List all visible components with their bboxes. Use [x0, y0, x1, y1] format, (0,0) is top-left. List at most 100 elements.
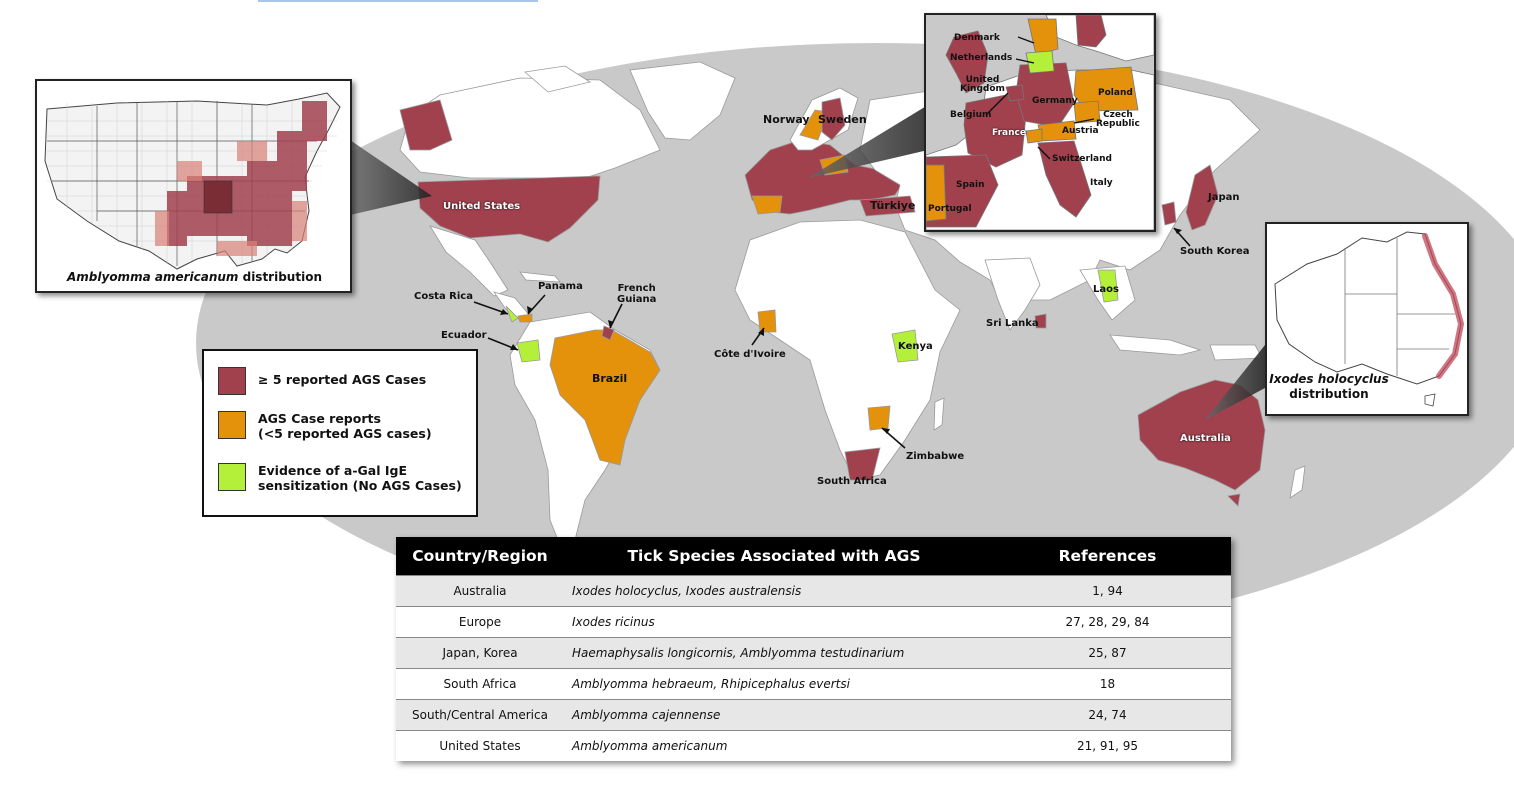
- label-kenya: Kenya: [898, 341, 933, 352]
- legend-label: Evidence of a-Gal IgE sensitization (No …: [258, 463, 462, 493]
- label-netherlands: Netherlands: [950, 53, 1013, 63]
- label-ecuador: Ecuador: [441, 330, 487, 341]
- ixodes-range-band: [1422, 233, 1465, 379]
- land-mexico: [429, 225, 509, 297]
- cell-region: Europe: [396, 606, 564, 638]
- land-africa: [734, 219, 961, 481]
- label-costa-rica: Costa Rica: [414, 291, 473, 302]
- cell-region: Australia: [396, 575, 564, 607]
- label-portugal: Portugal: [928, 204, 972, 214]
- land-iberia-portion: [751, 195, 783, 215]
- australia-inset: Ixodes holocyclus distribution: [1265, 222, 1469, 416]
- table-header-row: Country/Region Tick Species Associated w…: [396, 537, 1231, 576]
- table-row: Japan, Korea Haemaphysalis longicornis, …: [396, 637, 1231, 669]
- label-denmark: Denmark: [954, 33, 1000, 43]
- cell-region: Japan, Korea: [396, 637, 564, 669]
- land-zimbabwe: [867, 405, 891, 431]
- table-row: South/Central America Amblyomma cajennen…: [396, 699, 1231, 731]
- europe-inset: Denmark Netherlands United Kingdom Germa…: [924, 13, 1156, 232]
- land-sri-lanka: [1034, 313, 1047, 329]
- us-inset: Amblyomma americanum distribution: [35, 79, 352, 293]
- europe-callout-connector: [808, 105, 928, 178]
- cell-refs: 1, 94: [984, 575, 1231, 607]
- label-france: France: [992, 128, 1026, 138]
- australia-callout-connector: [1205, 345, 1265, 420]
- label-australia: Australia: [1180, 433, 1231, 444]
- header-country-region: Country/Region: [396, 537, 564, 576]
- label-germany: Germany: [1032, 96, 1078, 106]
- label-south-korea: South Korea: [1180, 246, 1250, 257]
- land-laos: [1097, 269, 1119, 303]
- table-row: Australia Ixodes holocyclus, Ixodes aust…: [396, 575, 1231, 607]
- us-inset-caption: Amblyomma americanum distribution: [67, 270, 322, 284]
- label-turkiye: Türkiye: [870, 199, 916, 212]
- australia-distribution-map: [1274, 231, 1465, 407]
- label-czech-republic: Czech Republic: [1096, 110, 1140, 130]
- cell-species: Amblyomma hebraeum, Rhipicephalus everts…: [564, 668, 984, 700]
- land-india: [984, 257, 1041, 331]
- us-callout-connector: [350, 140, 432, 215]
- land-french-guiana: [601, 325, 615, 341]
- land-greenland: [629, 61, 736, 141]
- label-switzerland: Switzerland: [1052, 154, 1112, 164]
- legend-item-sensitization: Evidence of a-Gal IgE sensitization (No …: [218, 463, 462, 493]
- label-united-states: United States: [443, 201, 521, 212]
- cell-species: Ixodes ricinus: [564, 606, 984, 638]
- label-laos: Laos: [1093, 284, 1119, 295]
- legend-label: ≥ 5 reported AGS Cases: [258, 372, 427, 387]
- cell-region: United States: [396, 730, 564, 761]
- land-south-korea: [1161, 201, 1177, 226]
- cell-region: South Africa: [396, 668, 564, 700]
- label-south-africa: South Africa: [817, 476, 887, 487]
- land-japan: [1185, 164, 1219, 231]
- label-zimbabwe: Zimbabwe: [906, 451, 965, 462]
- label-spain: Spain: [956, 180, 985, 190]
- label-italy: Italy: [1090, 178, 1113, 188]
- australia-inset-caption: Ixodes holocyclus distribution: [1269, 372, 1389, 401]
- land-alaska: [399, 99, 453, 151]
- legend-label: AGS Case reports (<5 reported AGS cases): [258, 411, 432, 441]
- label-sweden: Sweden: [818, 113, 867, 126]
- legend-swatch: [218, 411, 246, 439]
- cell-region: South/Central America: [396, 699, 564, 731]
- cell-refs: 21, 91, 95: [984, 730, 1231, 761]
- legend-item-high-cases: ≥ 5 reported AGS Cases: [218, 367, 426, 395]
- land-costa-rica: [505, 305, 519, 323]
- label-cote-divoire: Côte d'Ivoire: [714, 349, 786, 360]
- label-french-guiana: French Guiana: [617, 283, 657, 305]
- cell-refs: 18: [984, 668, 1231, 700]
- table-row: United States Amblyomma americanum 21, 9…: [396, 730, 1231, 761]
- europe-inset-map: [926, 15, 1154, 230]
- table-row: Europe Ixodes ricinus 27, 28, 29, 84: [396, 606, 1231, 638]
- label-poland: Poland: [1098, 88, 1133, 98]
- cell-refs: 27, 28, 29, 84: [984, 606, 1231, 638]
- land-australia: [1137, 379, 1266, 491]
- top-edge-bar: [258, 0, 538, 2]
- cell-species: Amblyomma cajennense: [564, 699, 984, 731]
- legend-item-case-reports: AGS Case reports (<5 reported AGS cases): [218, 411, 432, 441]
- land-sweden: [821, 97, 846, 141]
- cell-species: Amblyomma americanum: [564, 730, 984, 761]
- label-japan: Japan: [1208, 192, 1240, 203]
- label-panama: Panama: [538, 281, 583, 292]
- label-united-kingdom: United Kingdom: [960, 75, 1005, 95]
- cell-species: Haemaphysalis longicornis, Amblyomma tes…: [564, 637, 984, 669]
- tick-species-table: Country/Region Tick Species Associated w…: [396, 537, 1231, 761]
- us-distribution-map: [44, 92, 341, 270]
- cell-species: Ixodes holocyclus, Ixodes australensis: [564, 575, 984, 607]
- label-belgium: Belgium: [950, 110, 992, 120]
- land-turkiye: [859, 195, 916, 217]
- map-legend: ≥ 5 reported AGS Cases AGS Case reports …: [202, 349, 478, 517]
- label-brazil: Brazil: [592, 372, 628, 385]
- label-sri-lanka: Sri Lanka: [986, 318, 1039, 329]
- cell-refs: 25, 87: [984, 637, 1231, 669]
- land-south-africa: [844, 447, 881, 481]
- label-norway: Norway: [763, 113, 810, 126]
- table-row: South Africa Amblyomma hebraeum, Rhipice…: [396, 668, 1231, 700]
- legend-swatch: [218, 367, 246, 395]
- land-kenya: [891, 329, 919, 363]
- land-united-states: [417, 175, 601, 243]
- land-ecuador: [516, 339, 541, 363]
- land-cote-divoire: [757, 309, 777, 333]
- header-tick-species: Tick Species Associated with AGS: [564, 537, 984, 576]
